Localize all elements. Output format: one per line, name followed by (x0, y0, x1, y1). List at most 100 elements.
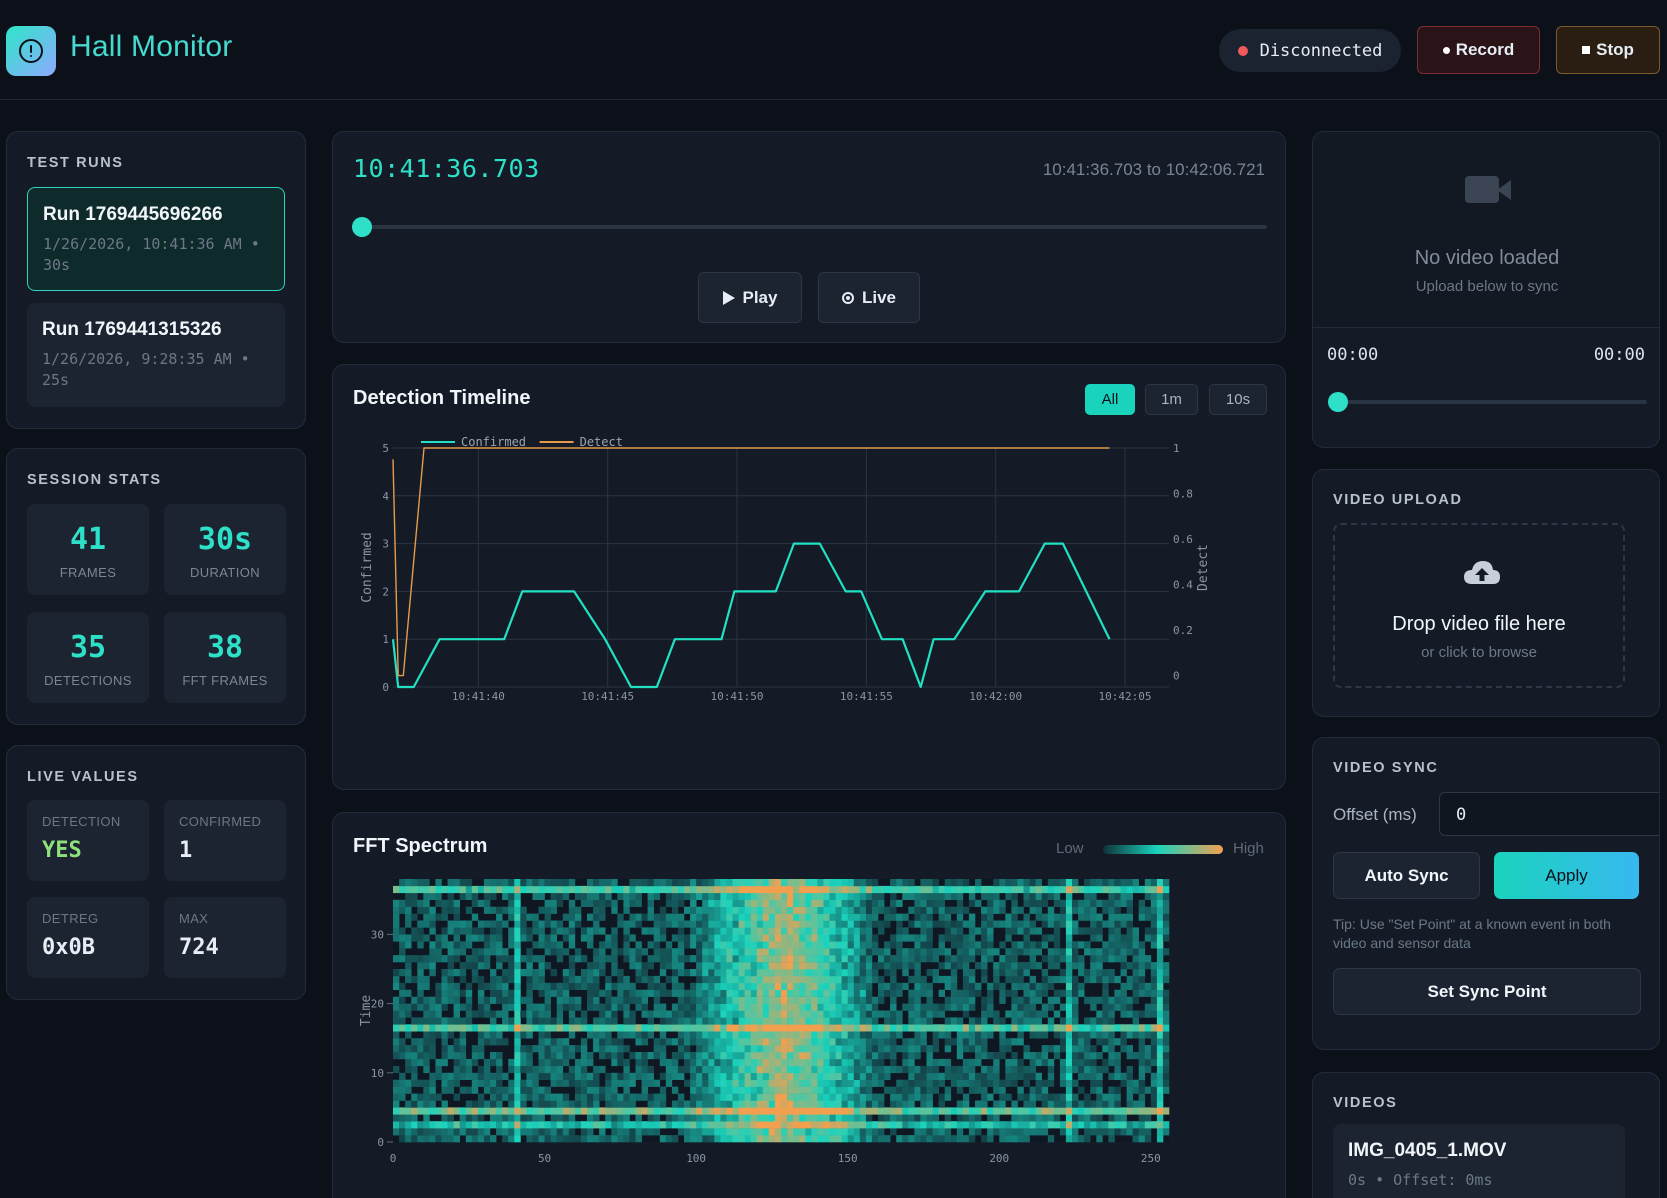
heatmap-cell (714, 989, 721, 997)
heatmap-cell (1053, 1100, 1061, 1108)
heatmap-cell (1005, 927, 1012, 935)
video-scrub-thumb[interactable] (1328, 392, 1348, 412)
heatmap-cell (714, 879, 721, 887)
heatmap-cell (932, 879, 939, 887)
heatmap-cell (526, 927, 533, 935)
heatmap-cell (962, 941, 970, 949)
heatmap-cell (599, 1045, 606, 1053)
heatmap-cell (756, 1003, 764, 1011)
heatmap-cell (411, 1003, 418, 1011)
heatmap-cell (787, 892, 794, 900)
heatmap-cell (471, 969, 479, 977)
set-sync-point-button[interactable]: Set Sync Point (1333, 968, 1641, 1015)
heatmap-cell (1029, 899, 1036, 907)
heatmap-cell (538, 1024, 545, 1032)
heatmap-cell (1162, 1038, 1170, 1046)
video-viewport[interactable]: No video loaded Upload below to sync (1313, 132, 1659, 328)
heatmap-cell (599, 1038, 606, 1046)
record-button[interactable]: Record (1417, 26, 1540, 74)
heatmap-cell (508, 1065, 515, 1074)
heatmap-cell (1005, 1128, 1012, 1136)
heatmap-cell (726, 1010, 733, 1018)
heatmap-cell (762, 1128, 770, 1136)
playback-slider[interactable] (361, 225, 1267, 229)
stop-button[interactable]: Stop (1556, 26, 1660, 74)
run-item[interactable]: Run 1769445696266 1/26/2026, 10:41:36 AM… (27, 187, 285, 291)
heatmap-cell (774, 1135, 782, 1143)
video-drop-zone[interactable]: Drop video file here or click to browse (1333, 523, 1625, 688)
heatmap-cell (502, 948, 509, 956)
heatmap-cell (774, 1128, 782, 1136)
heatmap-cell (853, 1093, 861, 1101)
heatmap-cell (556, 885, 564, 894)
heatmap-cell (962, 1045, 970, 1053)
heatmap-cell (841, 927, 848, 935)
heatmap-cell (514, 913, 521, 921)
heatmap-cell (1084, 906, 1091, 914)
heatmap-cell (732, 1058, 739, 1067)
range-1m-button[interactable]: 1m (1145, 384, 1198, 415)
heatmap-cell (817, 1128, 824, 1136)
heatmap-cell (393, 1107, 400, 1115)
heatmap-cell (938, 885, 945, 894)
heatmap-cell (1035, 1114, 1042, 1122)
heatmap-cell (1096, 899, 1103, 907)
heatmap-cell (768, 885, 776, 894)
heatmap-cell (1011, 1107, 1018, 1115)
play-button[interactable]: Play (698, 272, 802, 323)
heatmap-cell (823, 927, 830, 935)
heatmap-cell (1114, 927, 1121, 935)
heatmap-cell (774, 1107, 782, 1115)
heatmap-cell (1096, 1107, 1103, 1115)
heatmap-cell (926, 1017, 933, 1025)
heatmap-cell (944, 879, 952, 887)
live-label: MAX (179, 911, 209, 926)
heatmap-cell (726, 955, 733, 963)
heatmap-cell (580, 1045, 588, 1053)
heatmap-cell (1035, 892, 1042, 900)
heatmap-cell (944, 927, 952, 935)
heatmap-cell (532, 1086, 539, 1094)
video-scrub-slider[interactable] (1337, 400, 1647, 404)
range-10s-button[interactable]: 10s (1209, 384, 1267, 415)
heatmap-cell (714, 948, 721, 956)
heatmap-cell (817, 1079, 824, 1087)
heatmap-cell (932, 1024, 939, 1032)
offset-input[interactable]: 0 (1439, 792, 1659, 836)
heatmap-cell (768, 969, 776, 977)
heatmap-cell (987, 1121, 994, 1129)
heatmap-cell (744, 989, 751, 997)
auto-sync-button[interactable]: Auto Sync (1333, 852, 1480, 899)
heatmap-cell (599, 1010, 606, 1018)
playback-slider-thumb[interactable] (352, 217, 372, 237)
run-item[interactable]: Run 1769441315326 1/26/2026, 9:28:35 AM … (27, 303, 285, 407)
heatmap-cell (508, 1079, 515, 1087)
heatmap-cell (617, 1003, 624, 1011)
heatmap-cell (762, 1114, 770, 1122)
heatmap-cell (841, 1072, 848, 1080)
heatmap-cell (865, 962, 873, 970)
video-list-item[interactable]: IMG_0405_1.MOV 0s • Offset: 0ms (1333, 1124, 1625, 1198)
heatmap-cell (811, 1072, 818, 1080)
heatmap-cell (1162, 899, 1170, 907)
heatmap-cell (393, 1093, 400, 1101)
heatmap-cell (762, 899, 770, 907)
heatmap-cell (702, 920, 709, 928)
heatmap-cell (550, 1024, 557, 1032)
heatmap-cell (847, 941, 855, 949)
heatmap-cell (793, 962, 800, 970)
heatmap-cell (690, 1121, 697, 1129)
heatmap-cell (987, 1052, 994, 1060)
range-all-button[interactable]: All (1085, 384, 1135, 415)
heatmap-cell (823, 879, 830, 887)
heatmap-cell (538, 969, 545, 977)
heatmap-cell (1059, 1017, 1067, 1025)
live-button[interactable]: Live (818, 272, 920, 323)
heatmap-cell (508, 927, 515, 935)
heatmap-cell (720, 975, 727, 984)
heatmap-cell (1156, 1058, 1164, 1067)
heatmap-cell (999, 1017, 1006, 1025)
heatmap-cell (611, 1024, 618, 1032)
apply-button[interactable]: Apply (1494, 852, 1639, 899)
heatmap-cell (684, 885, 691, 894)
